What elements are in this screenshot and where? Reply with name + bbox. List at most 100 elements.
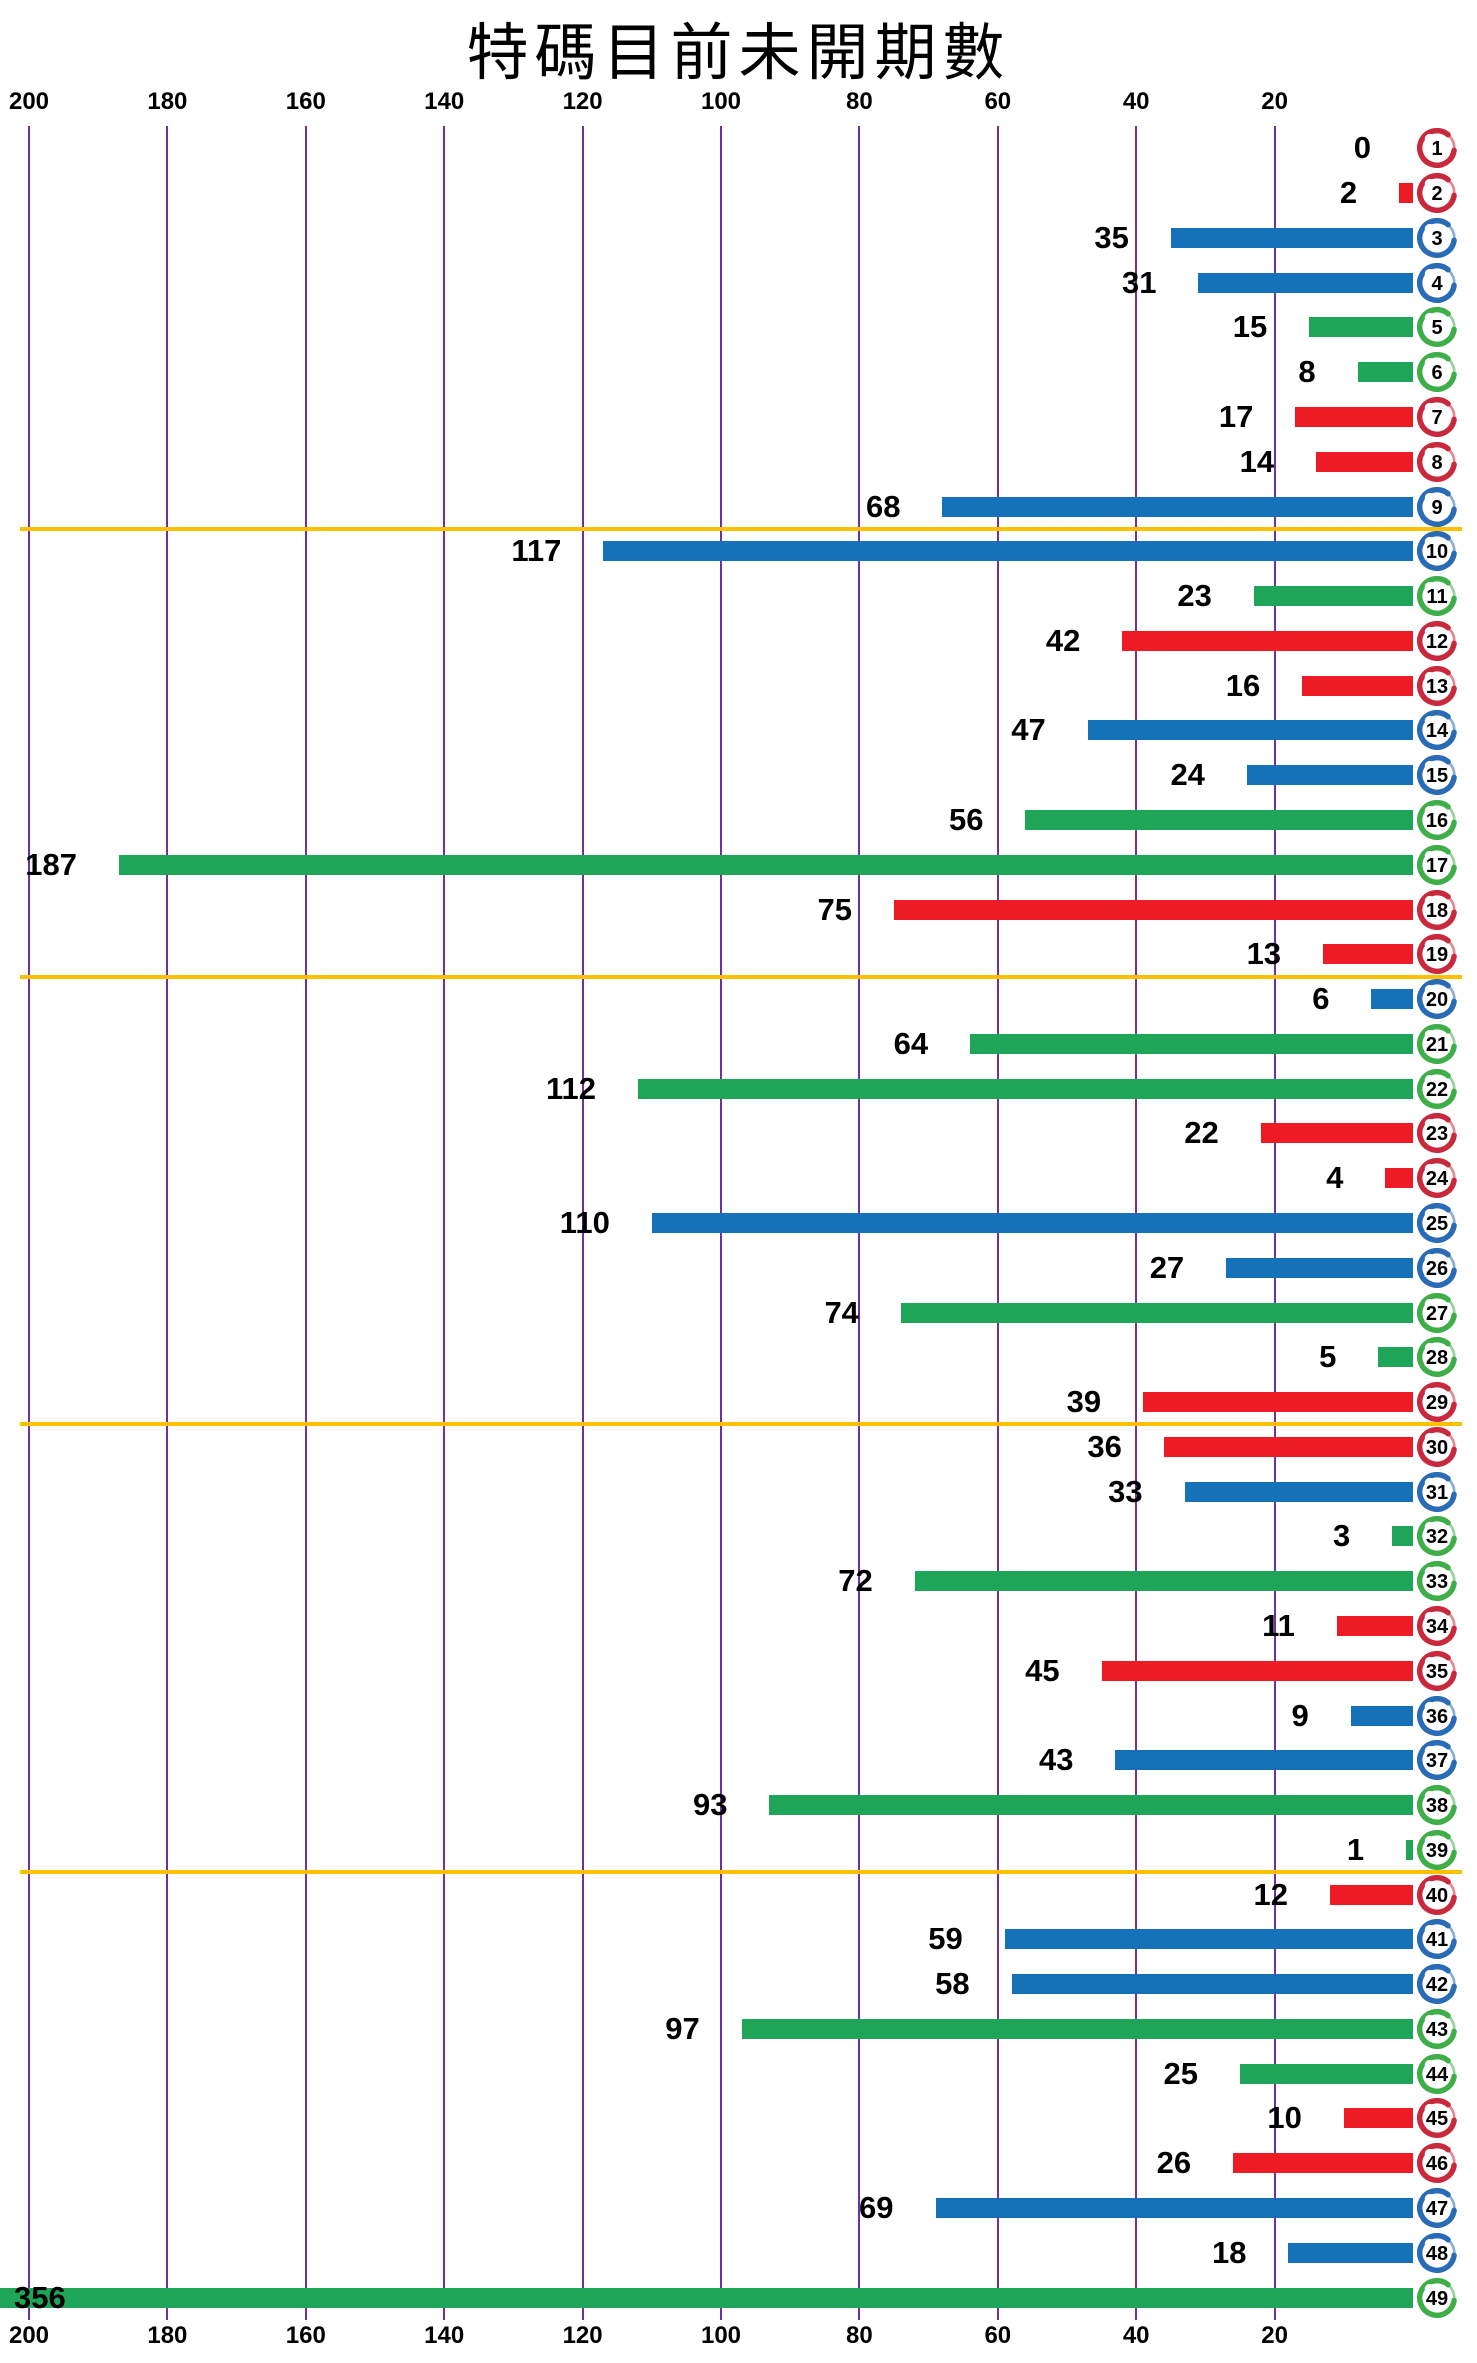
bar-row: 18 48 48: [0, 2230, 1477, 2275]
bar: [1101, 1660, 1413, 1681]
bar: [1253, 586, 1413, 607]
ball-icon: 29 29: [1417, 1382, 1457, 1422]
bar-row: 112 22 22: [0, 1066, 1477, 1111]
svg-text:5: 5: [1431, 317, 1442, 339]
bar-row: 12 40 40: [0, 1872, 1477, 1917]
value-label: 31: [1122, 264, 1157, 300]
svg-text:4: 4: [1431, 273, 1443, 295]
x-tick-label: 180: [147, 88, 188, 115]
bar-row: 14 8 8: [0, 439, 1477, 484]
bar: [970, 1033, 1413, 1054]
value-label: 18: [1211, 2234, 1247, 2270]
bar-row: 16 13 13: [0, 663, 1477, 708]
ball-icon: 33 33: [1417, 1561, 1457, 1602]
bar: [1399, 183, 1413, 204]
svg-text:12: 12: [1426, 631, 1448, 653]
ball-icon: 38 38: [1417, 1785, 1457, 1825]
bar: [1385, 1168, 1413, 1189]
bar: [1011, 1974, 1413, 1995]
svg-text:36: 36: [1426, 1705, 1448, 1727]
value-label: 43: [1038, 1742, 1074, 1778]
svg-text:10: 10: [1426, 541, 1448, 563]
x-tick-label: 40: [1122, 88, 1150, 115]
svg-text:38: 38: [1426, 1795, 1448, 1817]
ball-icon: 12 12: [1417, 620, 1457, 661]
svg-text:8: 8: [1431, 452, 1442, 474]
svg-text:27: 27: [1426, 1302, 1448, 1324]
bar-row: 45 35 35: [0, 1648, 1477, 1693]
x-tick-label: 60: [984, 88, 1012, 115]
ball-icon: 39 39: [1417, 1829, 1457, 1870]
value-label: 22: [1184, 1115, 1219, 1151]
ball-icon: 40 40: [1417, 1874, 1457, 1915]
bar: [1143, 1392, 1413, 1413]
bar-row: 17 7 7: [0, 395, 1477, 440]
svg-text:39: 39: [1426, 1840, 1448, 1862]
x-tick-label: 140: [424, 88, 465, 115]
bar-row: 93 38 38: [0, 1783, 1477, 1828]
bar: [1240, 2063, 1413, 2084]
svg-text:13: 13: [1426, 675, 1448, 697]
value-label: 42: [1045, 622, 1081, 658]
ball-icon: 36 36: [1417, 1695, 1457, 1736]
svg-text:24: 24: [1426, 1168, 1449, 1190]
svg-text:18: 18: [1426, 899, 1448, 921]
svg-text:46: 46: [1426, 2153, 1448, 2175]
ball-icon: 30 30: [1417, 1426, 1457, 1467]
x-axis-top: 200 180 160 140 120 100 80 60 40 20: [0, 88, 1477, 122]
bar: [1246, 765, 1413, 786]
svg-text:5: 5: [1431, 317, 1442, 339]
x-tick-label: 200: [8, 88, 50, 115]
bar-row: 56 16 16: [0, 798, 1477, 843]
x-gridline: [581, 126, 584, 2320]
svg-text:33: 33: [1426, 1571, 1448, 1593]
svg-text:45: 45: [1426, 2108, 1448, 2130]
svg-text:3: 3: [1431, 228, 1442, 250]
bar: [741, 2018, 1413, 2039]
value-label: 3: [1333, 1518, 1351, 1554]
bar: [1378, 1347, 1413, 1368]
svg-text:28: 28: [1426, 1347, 1448, 1369]
bar-row: 13 19 19: [0, 932, 1477, 977]
svg-text:12: 12: [1426, 631, 1448, 653]
svg-text:41: 41: [1426, 1929, 1448, 1951]
bar-row: 24 15 15: [0, 753, 1477, 798]
bar-row: 25 44 44: [0, 2051, 1477, 2096]
ball-icon: 19 19: [1417, 934, 1457, 975]
ball-icon: 49 49: [1417, 2277, 1457, 2318]
bar: [1087, 720, 1413, 741]
bar-row: 36 30 30: [0, 1424, 1477, 1469]
svg-text:23: 23: [1426, 1123, 1448, 1145]
svg-text:22: 22: [1426, 1078, 1448, 1100]
bar-row: 9 36 36: [0, 1693, 1477, 1738]
value-label: 356: [14, 2279, 66, 2315]
svg-text:27: 27: [1426, 1302, 1448, 1324]
bar: [1288, 2242, 1413, 2263]
svg-text:21: 21: [1426, 1034, 1448, 1056]
bar: [1260, 1123, 1413, 1144]
svg-text:7: 7: [1431, 407, 1442, 429]
bar: [1309, 317, 1413, 338]
chart-title: 特碼目前未開期數: [466, 20, 1011, 88]
bar-row: 110 25 25: [0, 1201, 1477, 1246]
separator-line: [20, 526, 1462, 531]
ball-icon: 43 43: [1417, 2008, 1457, 2049]
value-label: 72: [838, 1563, 873, 1599]
x-tick-label: 160: [285, 88, 326, 115]
svg-text:3: 3: [1431, 228, 1442, 250]
value-label: 36: [1087, 1428, 1122, 1464]
svg-text:31: 31: [1426, 1481, 1448, 1503]
bar-row: 117 10 10: [0, 529, 1477, 574]
value-label: 24: [1170, 757, 1205, 793]
separator-line: [20, 1870, 1462, 1875]
bar: [1184, 1481, 1413, 1502]
x-tick-label: 180: [147, 2322, 188, 2349]
svg-text:43: 43: [1426, 2019, 1448, 2041]
svg-text:17: 17: [1426, 855, 1448, 877]
svg-text:15: 15: [1426, 765, 1448, 787]
svg-text:48: 48: [1426, 2243, 1448, 2265]
svg-text:49: 49: [1426, 2287, 1448, 2309]
